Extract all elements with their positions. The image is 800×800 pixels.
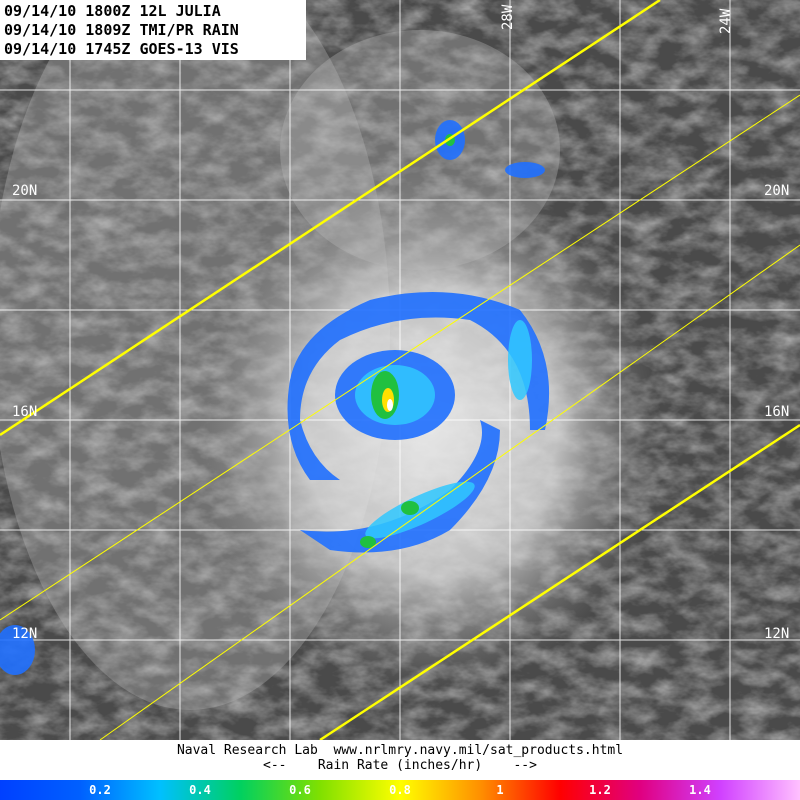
header-line: 09/14/10 1800Z 12L JULIA [4,2,221,20]
lon-label: 28W [500,4,516,30]
swath-edges [0,0,800,742]
colorbar [0,780,800,800]
lon-label: 24W [718,8,734,34]
lat-label: 16N [12,404,37,420]
cloud-band [280,30,560,270]
lat-label: 16N [764,404,789,420]
header-box [0,0,306,60]
colorbar-label: 0.4 [189,783,211,797]
header-line: 09/14/10 1745Z GOES-13 VIS [4,40,239,58]
colorbar-label: 1 [496,783,503,797]
lat-label: 12N [764,626,789,642]
lat-label: 20N [764,183,789,199]
colorbar-label: 0.6 [289,783,311,797]
footer [0,740,800,780]
lat-label: 20N [12,183,37,199]
lat-label: 12N [12,626,37,642]
colorbar-label: 0.2 [89,783,111,797]
credit: Naval Research Lab www.nrlmry.navy.mil/s… [177,743,623,758]
rain-bands [0,120,550,675]
legend-title: <-- Rain Rate (inches/hr) --> [263,758,537,773]
colorbar-label: 1.4 [689,783,711,797]
colorbar-label: 0.8 [389,783,411,797]
header-line: 09/14/10 1809Z TMI/PR RAIN [4,21,239,39]
colorbar-labels: 0.2 0.4 0.6 0.8 1 1.2 1.4 [89,783,711,797]
colorbar-label: 1.2 [589,783,611,797]
